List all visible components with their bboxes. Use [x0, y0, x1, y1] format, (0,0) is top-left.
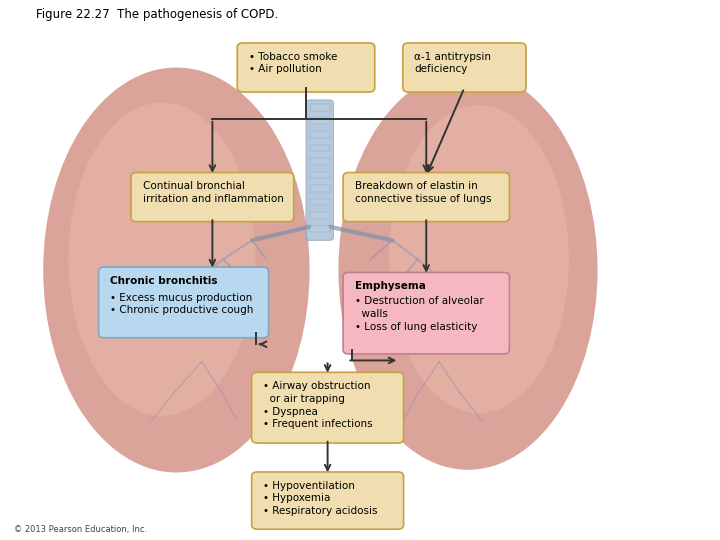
- Bar: [310, 158, 330, 165]
- Text: • Airway obstruction
  or air trapping
• Dyspnea
• Frequent infections: • Airway obstruction or air trapping • D…: [264, 381, 373, 429]
- Bar: [310, 118, 330, 124]
- Bar: [310, 199, 330, 205]
- Bar: [310, 185, 330, 192]
- Text: • Tobacco smoke
• Air pollution: • Tobacco smoke • Air pollution: [249, 51, 337, 75]
- Text: Figure 22.27  The pathogenesis of COPD.: Figure 22.27 The pathogenesis of COPD.: [36, 8, 278, 21]
- FancyBboxPatch shape: [403, 43, 526, 92]
- Text: Breakdown of elastin in
connective tissue of lungs: Breakdown of elastin in connective tissu…: [355, 181, 491, 204]
- FancyBboxPatch shape: [306, 100, 333, 240]
- FancyBboxPatch shape: [252, 472, 403, 529]
- Text: © 2013 Pearson Education, Inc.: © 2013 Pearson Education, Inc.: [14, 524, 148, 534]
- FancyBboxPatch shape: [252, 373, 403, 443]
- Bar: [310, 226, 330, 232]
- Text: Chronic bronchitis: Chronic bronchitis: [110, 275, 217, 286]
- Bar: [310, 172, 330, 178]
- Bar: [310, 104, 330, 111]
- Bar: [310, 212, 330, 219]
- Bar: [310, 145, 330, 151]
- FancyBboxPatch shape: [343, 272, 510, 354]
- FancyBboxPatch shape: [343, 173, 510, 221]
- Ellipse shape: [68, 103, 256, 416]
- FancyBboxPatch shape: [131, 173, 294, 221]
- Ellipse shape: [338, 70, 598, 470]
- Ellipse shape: [43, 68, 310, 472]
- Text: α-1 antitrypsin
deficiency: α-1 antitrypsin deficiency: [415, 51, 491, 75]
- Text: Emphysema: Emphysema: [355, 281, 426, 291]
- Text: • Hypoventilation
• Hypoxemia
• Respiratory acidosis: • Hypoventilation • Hypoxemia • Respirat…: [264, 481, 378, 516]
- Text: • Destruction of alveolar
  walls
• Loss of lung elasticity: • Destruction of alveolar walls • Loss o…: [355, 296, 483, 332]
- FancyBboxPatch shape: [99, 267, 269, 338]
- Text: • Excess mucus production
• Chronic productive cough: • Excess mucus production • Chronic prod…: [110, 293, 253, 315]
- Bar: [310, 131, 330, 138]
- Text: Continual bronchial
irritation and inflammation: Continual bronchial irritation and infla…: [143, 181, 284, 204]
- Ellipse shape: [389, 105, 569, 413]
- FancyBboxPatch shape: [238, 43, 374, 92]
